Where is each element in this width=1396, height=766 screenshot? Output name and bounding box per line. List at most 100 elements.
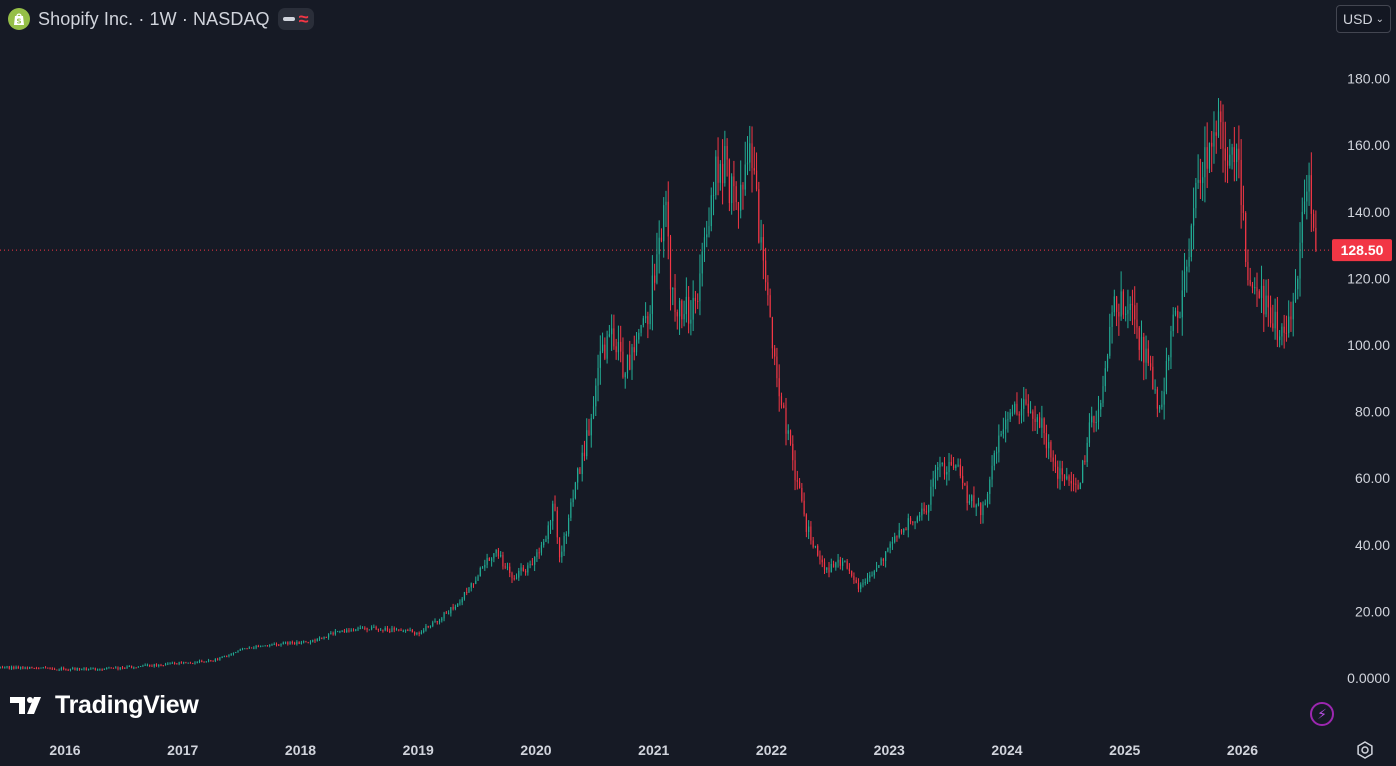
candle	[1061, 460, 1063, 482]
candle	[253, 646, 255, 650]
candle	[1267, 278, 1269, 327]
indicator-toggle[interactable]: ≈	[277, 8, 314, 30]
candle	[939, 456, 941, 478]
tradingview-branding[interactable]: TradingView	[10, 690, 199, 720]
candle	[386, 625, 389, 632]
candle	[1226, 146, 1229, 184]
candle	[814, 545, 817, 549]
candle	[219, 656, 221, 661]
candle	[540, 541, 543, 556]
candle	[683, 300, 685, 327]
candle	[565, 531, 567, 544]
candle	[828, 562, 830, 578]
candle	[1118, 303, 1120, 336]
candle	[685, 277, 687, 323]
candle	[638, 328, 640, 344]
candle	[1204, 126, 1206, 203]
candle	[930, 479, 932, 511]
candle	[366, 627, 368, 633]
candle	[658, 220, 660, 274]
candle	[844, 560, 846, 563]
candle	[706, 220, 708, 248]
candle	[878, 565, 880, 568]
candle	[771, 316, 774, 359]
candle	[1229, 139, 1231, 169]
candle	[221, 656, 223, 659]
candle	[457, 603, 459, 607]
candle	[389, 628, 391, 634]
symbol-title[interactable]: Shopify Inc. · 1W · NASDAQ	[38, 8, 270, 29]
candle	[916, 515, 918, 524]
candle	[33, 667, 35, 670]
candle	[402, 629, 404, 633]
candle	[1, 665, 4, 669]
currency-selector[interactable]: USD ⌄	[1336, 5, 1391, 33]
candle	[631, 343, 633, 380]
candle	[425, 623, 427, 632]
candle	[1242, 185, 1245, 221]
candle	[305, 640, 307, 643]
time-tick-label: 2024	[991, 742, 1022, 758]
candle	[58, 668, 60, 672]
candle	[337, 630, 339, 633]
candle	[1082, 459, 1084, 484]
candle	[577, 467, 579, 490]
candle	[1192, 187, 1195, 250]
candle	[371, 625, 373, 631]
candle	[966, 481, 968, 511]
candle	[1007, 411, 1009, 433]
price-tick-label: 60.00	[1355, 470, 1390, 486]
candle	[921, 502, 923, 521]
candle	[1140, 320, 1143, 362]
candle	[470, 582, 472, 592]
candle	[663, 197, 665, 258]
candle	[588, 418, 590, 436]
candle	[887, 547, 889, 553]
wave-icon[interactable]: ≈	[298, 9, 309, 29]
candle	[522, 564, 524, 572]
candle	[622, 337, 624, 379]
candle	[633, 335, 635, 361]
tradingview-wordmark: TradingView	[55, 690, 199, 719]
candle	[851, 570, 853, 578]
candle	[552, 500, 554, 530]
candle	[749, 125, 751, 172]
price-tick-label: 120.00	[1347, 270, 1390, 286]
candle	[124, 667, 126, 669]
settings-icon[interactable]	[1354, 739, 1376, 761]
candle	[158, 664, 160, 668]
candle	[488, 557, 490, 562]
candle	[1170, 325, 1172, 369]
candle	[801, 483, 803, 503]
time-tick-label: 2021	[638, 742, 669, 758]
candle	[1120, 271, 1122, 321]
candle	[1274, 298, 1276, 340]
candle	[787, 424, 789, 441]
lightning-icon[interactable]: ⚡	[1310, 702, 1334, 726]
candle	[853, 572, 855, 584]
candle	[334, 628, 336, 636]
shopify-bag-icon[interactable]: S	[8, 8, 30, 30]
minus-icon[interactable]	[282, 17, 295, 21]
candle	[454, 604, 456, 611]
candle	[1149, 355, 1152, 371]
candle	[1102, 375, 1104, 408]
candle	[119, 667, 121, 671]
candle	[112, 667, 115, 669]
candle	[767, 275, 769, 306]
candle	[164, 662, 167, 666]
candle	[882, 557, 884, 566]
candle	[20, 666, 22, 670]
candle	[918, 511, 921, 522]
candle	[1313, 209, 1315, 232]
candle	[327, 633, 330, 640]
candle	[31, 666, 33, 669]
candle	[1005, 411, 1007, 443]
candle	[991, 455, 993, 488]
candle	[973, 486, 975, 508]
candle	[241, 647, 244, 651]
candle	[1052, 450, 1054, 472]
price-axis: 0.0000 20.00 40.00 60.00 80.00 100.00 120.00 14…	[1347, 71, 1390, 686]
candle	[515, 573, 518, 580]
